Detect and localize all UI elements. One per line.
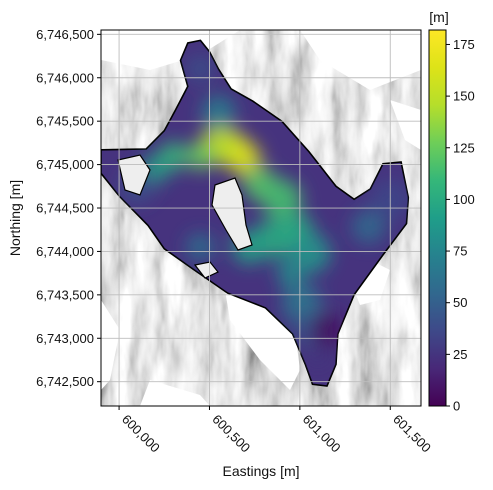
map-panel (101, 30, 421, 406)
colorbar-unit: [m] (429, 9, 448, 25)
colorbar: 0 25 50 75 100 125 150 175 [m] (428, 9, 475, 414)
colorbar-tick-label: 25 (453, 347, 467, 362)
colorbar-tick-label: 50 (453, 295, 467, 310)
y-tick-label: 6,745,000 (36, 157, 94, 172)
colorbar-ticks: 0 25 50 75 100 125 150 175 (446, 37, 475, 414)
thickness-sample (186, 141, 215, 170)
colorbar-gradient (428, 29, 447, 407)
y-tick-label: 6,743,500 (36, 287, 94, 302)
y-tick-label: 6,746,000 (36, 70, 94, 85)
colorbar-tick-label: 0 (453, 399, 460, 414)
y-tick-label: 6,743,000 (36, 331, 94, 346)
thickness-sample (303, 341, 332, 370)
thickness-sample (290, 233, 331, 274)
y-tick-label: 6,744,500 (36, 201, 94, 216)
thickness-sample (186, 55, 215, 84)
colorbar-tick-label: 175 (453, 37, 475, 52)
rock-outcrop-small (193, 261, 219, 279)
y-tick-label: 6,746,500 (36, 27, 94, 42)
thickness-sample (186, 233, 215, 262)
x-ticks: 600,000 600,500 601,000 601,500 (118, 406, 434, 456)
grid-lines (101, 30, 421, 406)
y-tick-label: 6,744,000 (36, 244, 94, 259)
thickness-sample (201, 95, 236, 130)
colorbar-tick-label: 125 (453, 140, 475, 155)
x-tick-label: 601,000 (300, 412, 344, 456)
x-tick-label: 600,000 (119, 412, 163, 456)
x-tick-label: 600,500 (209, 412, 253, 456)
colorbar-tick-label: 100 (453, 192, 475, 207)
y-tick-label: 6,745,500 (36, 114, 94, 129)
y-axis-title: Northing [m] (7, 180, 23, 256)
y-tick-label: 6,742,500 (36, 374, 94, 389)
x-axis-title: Eastings [m] (222, 463, 299, 479)
thickness-sample (261, 179, 302, 220)
thickness-sample (351, 210, 386, 245)
colorbar-tick-label: 150 (453, 89, 475, 104)
y-ticks: 6,742,500 6,743,000 6,743,500 6,744,000 6,74… (36, 27, 101, 389)
thickness-sample (276, 259, 305, 288)
x-tick-label: 601,500 (390, 412, 434, 456)
rock-outcrop-central (211, 177, 253, 251)
map-frame (100, 29, 422, 407)
colorbar-tick-label: 75 (453, 244, 467, 259)
